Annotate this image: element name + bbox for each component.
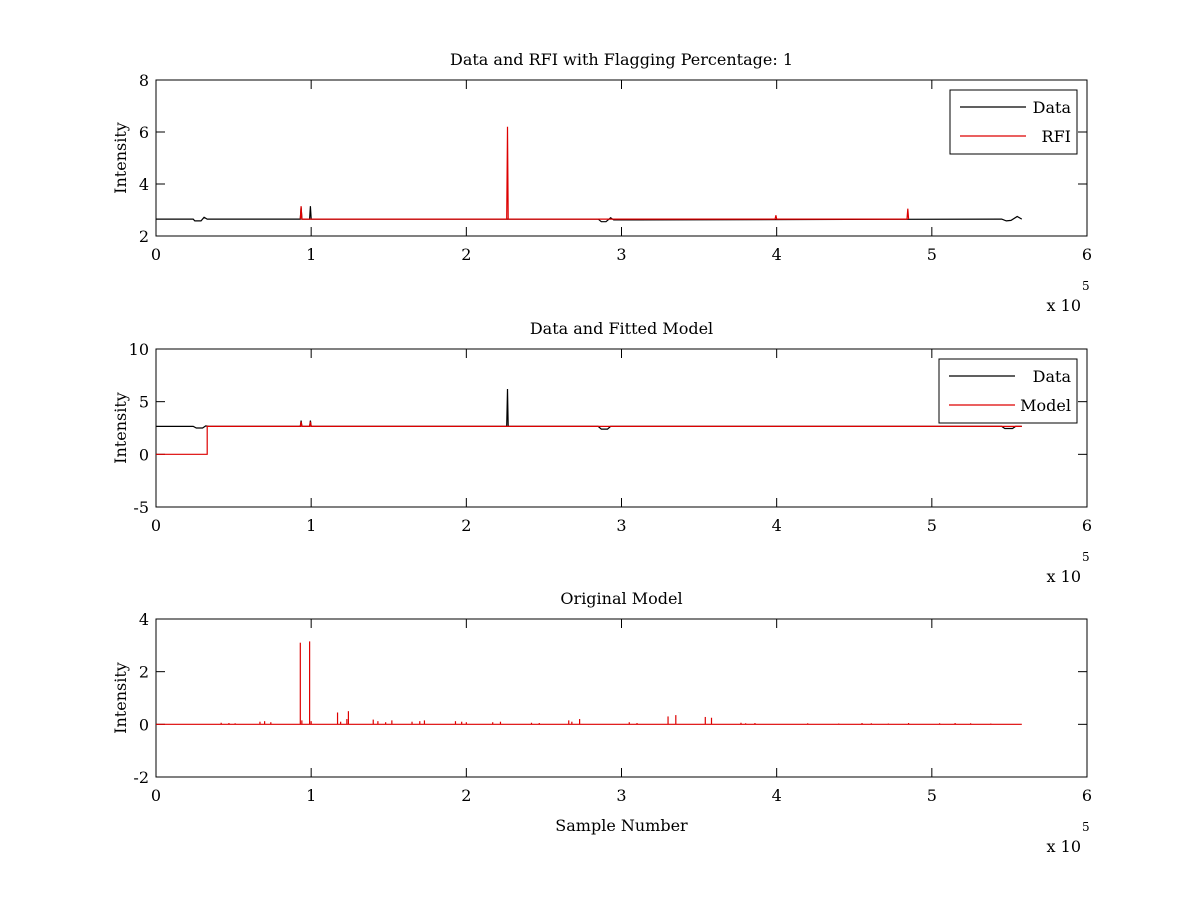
subplot-title: Data and Fitted Model — [530, 319, 713, 338]
y-tick-label: -5 — [133, 498, 149, 517]
legend: Data RFI — [949, 89, 1078, 155]
y-axis-label: Intensity — [111, 662, 130, 734]
x-tick-label: 1 — [306, 786, 316, 805]
x-tick-label: 4 — [772, 245, 782, 264]
legend-label: Data — [1033, 367, 1072, 386]
axes-box — [155, 79, 1088, 237]
x-tick-label: 5 — [927, 516, 937, 535]
y-axis-label: Intensity — [111, 122, 130, 194]
x-tick-label: 3 — [616, 516, 626, 535]
x-tick-label: 1 — [306, 245, 316, 264]
x-tick-label: 0 — [151, 245, 161, 264]
x-tick-label: 2 — [461, 516, 471, 535]
legend: Data Model — [938, 358, 1078, 424]
subplot-title: Data and RFI with Flagging Percentage: 1 — [450, 50, 793, 69]
x-tick-label: 2 — [461, 245, 471, 264]
plot-area — [156, 126, 1023, 223]
legend-box — [949, 89, 1078, 155]
x-tick-label: 5 — [927, 786, 937, 805]
y-tick-label: 8 — [139, 71, 149, 90]
x-multiplier-base: x 10 — [1047, 567, 1081, 586]
y-tick-label: 6 — [139, 123, 149, 142]
x-multiplier-base: x 10 — [1047, 296, 1081, 315]
y-tick-label: 5 — [139, 393, 149, 412]
x-tick-label: 6 — [1082, 516, 1092, 535]
subplot-1: Data and RFI with Flagging Percentage: 1… — [111, 50, 1092, 315]
legend-label: RFI — [1042, 127, 1071, 146]
y-tick-label: 2 — [139, 227, 149, 246]
y-tick-label: 4 — [139, 610, 149, 629]
x-tick-label: 1 — [306, 516, 316, 535]
y-tick-label: 2 — [139, 663, 149, 682]
x-axis-label: Sample Number — [555, 816, 688, 835]
y-tick-label: 4 — [139, 175, 149, 194]
plot-area — [156, 641, 1022, 725]
plot-area — [156, 388, 1022, 455]
x-tick-label: 6 — [1082, 786, 1092, 805]
y-axis-label: Intensity — [111, 392, 130, 464]
y-tick-label: 0 — [139, 445, 149, 464]
y-tick-label: 0 — [139, 715, 149, 734]
x-tick-label: 5 — [927, 245, 937, 264]
x-tick-label: 3 — [616, 786, 626, 805]
axes-box — [155, 618, 1088, 778]
x-multiplier-exponent: 5 — [1082, 279, 1090, 293]
y-tick-label: -2 — [133, 768, 149, 787]
x-tick-label: 3 — [616, 245, 626, 264]
series-line-rfi — [299, 126, 910, 220]
x-multiplier-exponent: 5 — [1082, 820, 1090, 834]
axes-box — [155, 348, 1088, 508]
subplot-title: Original Model — [560, 589, 682, 608]
x-multiplier-base: x 10 — [1047, 837, 1081, 856]
x-tick-label: 0 — [151, 786, 161, 805]
x-tick-label: 4 — [772, 786, 782, 805]
x-tick-label: 2 — [461, 786, 471, 805]
legend-label: Model — [1020, 396, 1071, 415]
x-tick-label: 0 — [151, 516, 161, 535]
series-line-model — [156, 421, 1022, 455]
x-multiplier-exponent: 5 — [1082, 550, 1090, 564]
x-tick-label: 6 — [1082, 245, 1092, 264]
legend-label: Data — [1033, 98, 1072, 117]
y-tick-label: 10 — [129, 340, 149, 359]
legend-box — [938, 358, 1078, 424]
x-tick-label: 4 — [772, 516, 782, 535]
